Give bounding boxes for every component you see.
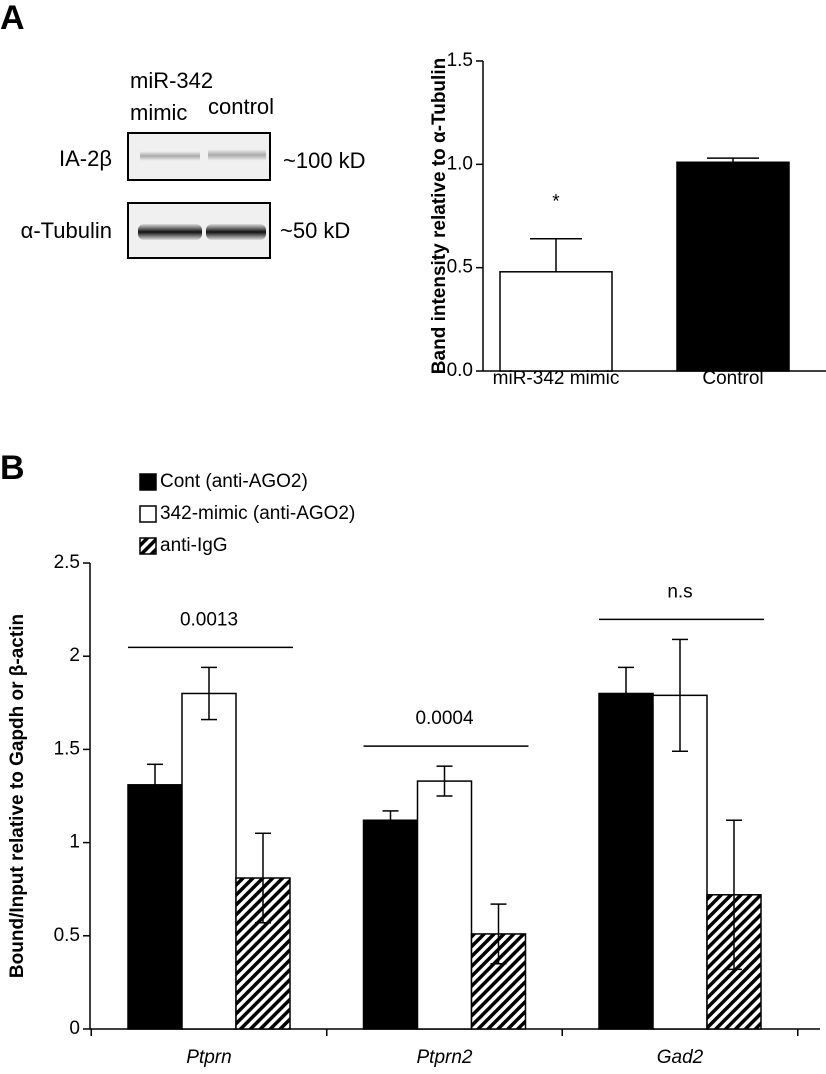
annotation: 0.0013	[180, 609, 238, 630]
error-bar	[490, 903, 507, 965]
panel-label: A	[0, 0, 25, 37]
legend-label: 342-mimic (anti-AGO2)	[160, 503, 355, 524]
y-axis-label: Band intensity relative to α-Tubulin	[429, 58, 450, 374]
bar	[362, 819, 419, 1030]
error-bar	[672, 638, 688, 753]
y-tick-label: 1.0	[447, 153, 473, 174]
panel-label: B	[0, 449, 25, 487]
blot-row-label: α-Tubulin	[21, 218, 112, 243]
error-bar	[436, 765, 453, 797]
legend-swatch	[139, 537, 157, 555]
legend-label: Cont (anti-AGO2)	[160, 471, 308, 492]
lane-label: miR-342	[130, 68, 213, 93]
y-tick-label: 0.5	[447, 257, 473, 278]
error-bar	[201, 666, 217, 721]
blot-band	[208, 149, 266, 161]
error-bar	[618, 666, 634, 721]
x-tick-label: Gad2	[657, 1047, 704, 1068]
y-tick-label: 2.5	[54, 552, 80, 573]
y-tick-label: 2	[69, 645, 80, 666]
blot-row-label: IA-2β	[59, 146, 112, 171]
blot-size-label: ~100 kD	[283, 148, 366, 173]
y-tick-label: 1	[69, 832, 80, 853]
y-tick-label: 0	[69, 1018, 80, 1039]
y-tick-label: 1.5	[54, 738, 80, 759]
lane-label: control	[208, 94, 274, 119]
y-tick-label: 0.5	[54, 925, 80, 946]
error-bar	[255, 832, 271, 924]
blot-band	[138, 224, 202, 240]
blot-band	[206, 224, 266, 240]
x-tick-label: Ptprn	[186, 1047, 231, 1068]
western-blot: miR-342 mimic control IA-2β ~100 kD α-Tu…	[21, 68, 366, 259]
annotation: *	[552, 192, 560, 213]
bar	[598, 692, 654, 1030]
legend-swatch	[139, 505, 157, 523]
error-bar	[726, 819, 742, 971]
y-axis-label: Bound/Input relative to Gapdh or β-actin	[7, 614, 28, 978]
error-bar	[382, 810, 399, 831]
x-tick-label: Control	[702, 368, 763, 389]
blot-size-label: ~50 kD	[280, 218, 350, 243]
blot-band	[140, 151, 200, 161]
error-bar	[530, 237, 582, 272]
annotation: 0.0004	[415, 708, 474, 729]
bar	[676, 161, 790, 372]
x-tick-label: miR-342 mimic	[493, 368, 620, 389]
x-tick-label: Ptprn2	[417, 1047, 473, 1068]
legend-label: anti-IgG	[160, 535, 228, 556]
bar	[416, 780, 473, 1030]
lane-label: mimic	[130, 100, 187, 125]
error-bar	[147, 763, 163, 807]
bar	[181, 692, 237, 1030]
y-tick-label: 0.0	[447, 360, 473, 381]
legend-swatch	[139, 473, 157, 491]
bar	[127, 784, 183, 1030]
error-bar	[707, 157, 759, 163]
bar	[499, 271, 613, 372]
annotation: n.s	[667, 581, 692, 602]
y-tick-label: 1.5	[447, 50, 473, 71]
